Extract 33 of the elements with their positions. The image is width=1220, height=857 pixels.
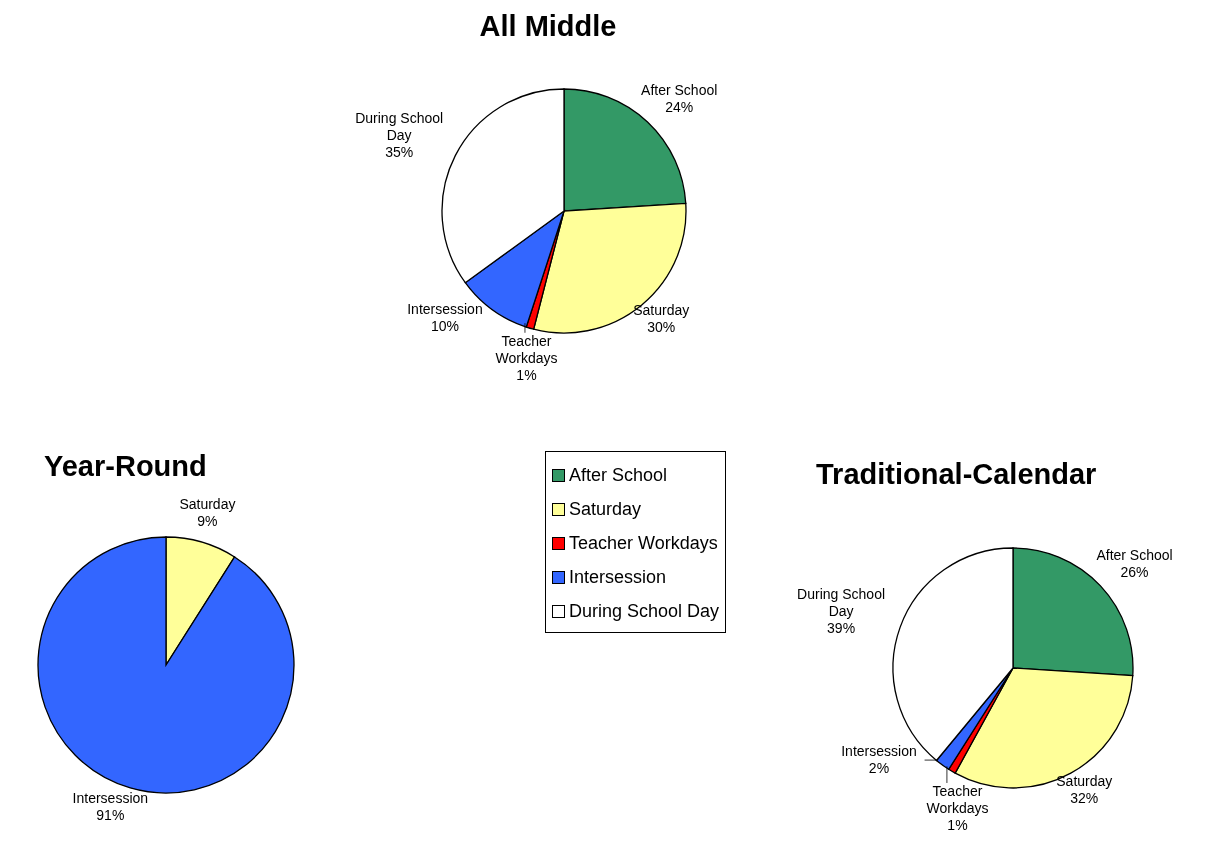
- data-label: 9%: [197, 513, 218, 530]
- slice-label: After School: [1096, 546, 1173, 563]
- legend-label: During School Day: [569, 600, 720, 622]
- data-label: 24%: [665, 98, 694, 115]
- slice-label: Teacher Workdays: [495, 332, 558, 366]
- legend-label: After School: [569, 464, 668, 486]
- slice-label: Intersession: [841, 743, 917, 760]
- data-label: 10%: [430, 317, 459, 334]
- slice-label: Saturday: [633, 302, 690, 319]
- slice-label: During School Day: [355, 109, 444, 143]
- legend-label: Saturday: [569, 498, 642, 520]
- legend-label: Intersession: [569, 566, 667, 588]
- chart-title: Year-Round: [44, 450, 207, 483]
- data-label: 26%: [1120, 563, 1149, 580]
- slice-label: Teacher Workdays: [926, 782, 989, 816]
- slice-label: During School Day: [797, 585, 886, 619]
- slice-label: Saturday: [179, 496, 236, 513]
- data-label: 35%: [385, 143, 414, 160]
- slice-label: Intersession: [407, 300, 483, 317]
- data-label: 1%: [516, 366, 537, 383]
- chart-title: Traditional-Calendar: [816, 458, 1097, 491]
- legend-label: Teacher Workdays: [569, 532, 718, 554]
- pie-slice: [37, 536, 295, 794]
- data-label: 2%: [868, 760, 890, 777]
- data-label: 1%: [947, 816, 968, 833]
- data-label: 91%: [96, 806, 125, 823]
- data-label: 30%: [647, 319, 676, 336]
- data-label: 32%: [1070, 790, 1099, 807]
- slice-label: After School: [641, 81, 718, 98]
- slice-label: Intersession: [72, 789, 149, 806]
- chart-title: All Middle: [478, 10, 618, 43]
- data-label: 39%: [827, 619, 856, 636]
- slice-label: Saturday: [1056, 773, 1113, 790]
